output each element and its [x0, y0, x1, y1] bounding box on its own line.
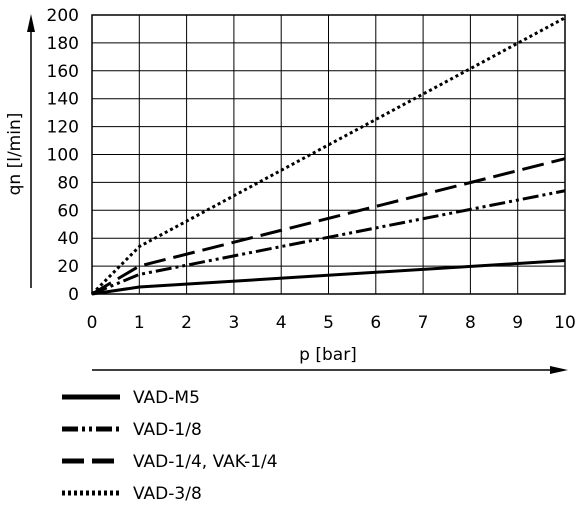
legend-label-0: VAD-M5 — [133, 388, 200, 408]
y-tick-label-160: 160 — [47, 62, 79, 82]
series-line-2 — [91, 157, 566, 296]
x-tick-label-1: 1 — [134, 313, 145, 333]
series-lines — [90, 16, 566, 296]
x-axis-title: p [bar] — [299, 345, 357, 365]
y-tick-label-140: 140 — [47, 90, 79, 110]
y-tick-label-80: 80 — [57, 173, 79, 193]
y-tick-label-120: 120 — [47, 118, 79, 138]
x-tick-label-4: 4 — [276, 313, 287, 333]
legend-label-3: VAD-3/8 — [133, 484, 202, 504]
x-axis-arrow — [92, 366, 568, 374]
x-tick-label-5: 5 — [323, 313, 334, 333]
legend-label-2: VAD-1/4, VAK-1/4 — [133, 452, 278, 472]
x-tick-label-8: 8 — [465, 313, 476, 333]
y-tick-labels: 0 20 40 60 80 100 120 140 160 180 200 — [47, 6, 79, 305]
series-line-1 — [91, 189, 566, 296]
y-tick-label-20: 20 — [57, 257, 79, 277]
y-tick-label-100: 100 — [47, 146, 79, 166]
plot-frame — [91, 14, 566, 295]
y-axis-title: qn [l/min] — [5, 113, 25, 196]
y-axis-arrow — [27, 14, 35, 288]
x-tick-label-10: 10 — [554, 313, 576, 333]
x-tick-label-0: 0 — [87, 313, 98, 333]
plot-border — [91, 14, 566, 295]
y-tick-label-200: 200 — [47, 6, 79, 26]
series-line-3 — [90, 16, 566, 296]
x-tick-label-9: 9 — [512, 313, 523, 333]
x-tick-label-3: 3 — [228, 313, 239, 333]
legend-label-1: VAD-1/8 — [133, 420, 202, 440]
x-tick-labels: 0 1 2 3 4 5 6 7 8 9 10 — [87, 313, 576, 333]
legend: VAD-M5 VAD-1/8 VAD-1/4, VAK-1/4 VAD-3/8 — [62, 388, 278, 504]
x-tick-label-7: 7 — [418, 313, 429, 333]
x-tick-label-6: 6 — [370, 313, 381, 333]
y-tick-label-60: 60 — [57, 201, 79, 221]
y-tick-label-180: 180 — [47, 34, 79, 54]
y-tick-label-0: 0 — [68, 285, 79, 305]
series-line-0 — [91, 259, 566, 296]
y-tick-label-40: 40 — [57, 229, 79, 249]
x-tick-label-2: 2 — [181, 313, 192, 333]
